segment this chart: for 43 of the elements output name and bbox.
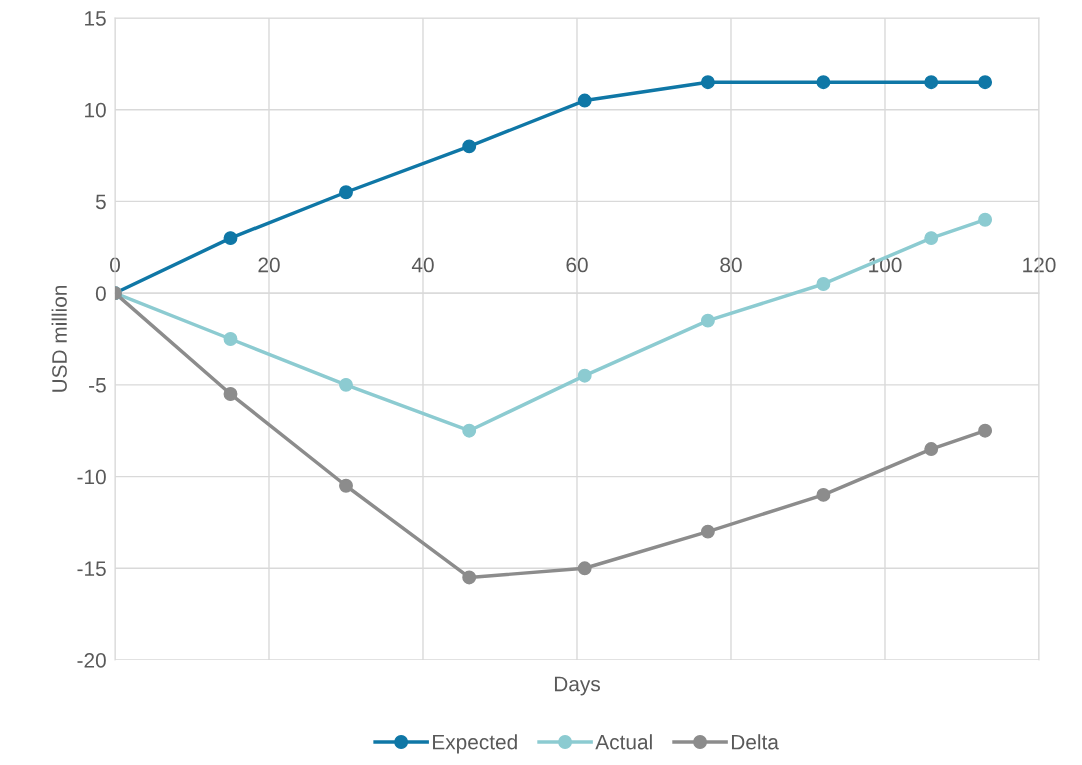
x-tick-label: 40 (411, 257, 434, 273)
x-tick-label: 60 (566, 257, 588, 273)
point (978, 75, 993, 90)
y-tick-label: -10 (77, 469, 106, 485)
point (577, 368, 592, 383)
point (816, 487, 831, 502)
y-tick-label: 5 (95, 194, 106, 210)
point (700, 524, 715, 539)
point (339, 478, 353, 493)
legend-label: Delta (731, 734, 779, 750)
point (223, 387, 238, 401)
x-axis-title: Days (554, 676, 600, 696)
y-tick-label: -15 (77, 561, 106, 577)
legend-label: Expected (433, 734, 517, 754)
point (223, 332, 238, 346)
point (978, 423, 993, 438)
point (978, 212, 993, 227)
point (924, 442, 939, 457)
point (924, 75, 939, 90)
point (700, 75, 715, 90)
point (700, 313, 715, 328)
legend-label: Actual (595, 734, 652, 750)
x-tick-label: 120 (1023, 257, 1056, 273)
point (577, 93, 592, 108)
point (816, 75, 831, 90)
x-tick-label: 20 (258, 257, 280, 273)
y-tick-label: 10 (85, 102, 106, 118)
point (462, 570, 477, 585)
y-axis-title: USD million (51, 285, 67, 392)
point (816, 277, 831, 291)
point (339, 185, 353, 200)
point (462, 139, 477, 154)
point (339, 377, 353, 392)
x-tick-label: 0 (110, 257, 120, 273)
point (577, 561, 592, 576)
y-tick-label: 15 (85, 11, 106, 26)
y-tick-label: -5 (89, 378, 106, 393)
point (924, 231, 939, 246)
point (462, 423, 477, 438)
x-tick-label: 80 (720, 257, 742, 273)
y-tick-label: -20 (77, 653, 106, 668)
point (223, 231, 238, 246)
y-tick-label: 0 (95, 286, 106, 301)
